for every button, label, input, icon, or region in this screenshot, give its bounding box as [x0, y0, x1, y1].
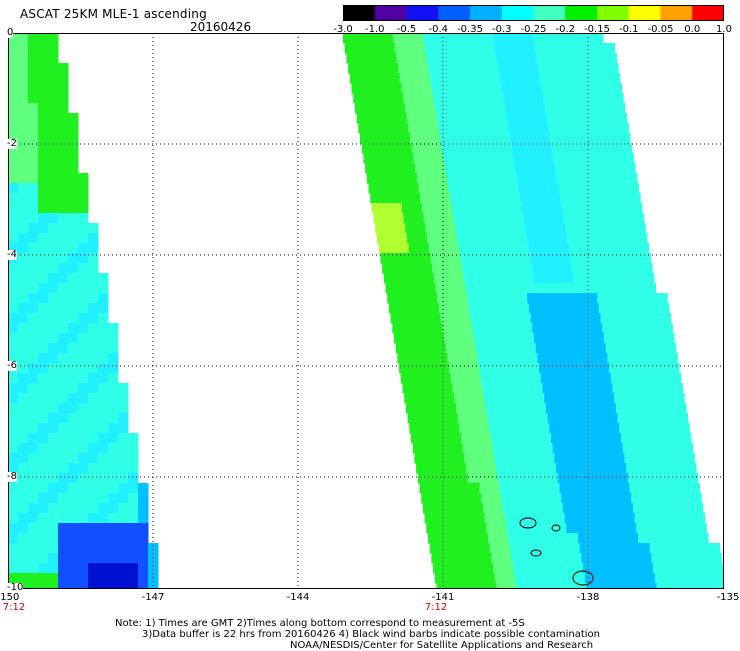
- latitude-tick-label: -2: [7, 138, 17, 149]
- colorbar-segment: [533, 5, 566, 21]
- swath1-time: 7:12: [2, 602, 26, 613]
- colorbar-tick-label: -1.0: [364, 24, 385, 35]
- colorbar-segment: [438, 5, 471, 21]
- map-frame: [8, 33, 724, 589]
- longitude-tick-label: -138: [576, 592, 600, 603]
- colorbar-tick-label: -0.35: [457, 24, 483, 35]
- longitude-tick-label: -147: [141, 592, 165, 603]
- note-line-2: 3)Data buffer is 22 hrs from 20160426 4)…: [142, 629, 600, 640]
- longitude-tick-label: -150: [0, 592, 20, 603]
- swath-map: [8, 33, 724, 589]
- longitude-tick-label: -141: [431, 592, 455, 603]
- latitude-tick-label: -10: [7, 582, 24, 593]
- colorbar-tick-label: -0.15: [584, 24, 610, 35]
- colorbar-tick-label: -0.4: [428, 24, 449, 35]
- colorbar-tick-label: -3.0: [333, 24, 353, 35]
- colorbar-tick-label: 1.0: [716, 24, 732, 35]
- longitude-tick-label: -144: [286, 592, 310, 603]
- colorbar-tick-label: -0.1: [618, 24, 639, 35]
- colorbar-segment: [565, 5, 598, 21]
- island-outlines: [519, 517, 594, 586]
- latitude-tick-label: 0: [7, 27, 14, 38]
- latitude-tick-label: -4: [7, 249, 17, 260]
- colorbar-tick-label: -0.05: [647, 24, 674, 35]
- colorbar-segment: [628, 5, 661, 21]
- swath2-time: 7:12: [424, 602, 448, 613]
- colorbar: [343, 5, 724, 21]
- colorbar-segment: [406, 5, 439, 21]
- colorbar-tick-label: 0.0: [684, 24, 701, 35]
- colorbar-segment: [501, 5, 534, 21]
- colorbar-segment: [343, 5, 376, 21]
- map-date: 20160426: [190, 20, 252, 34]
- latitude-tick-label: -8: [7, 471, 17, 482]
- latitude-tick-label: -6: [7, 360, 17, 371]
- colorbar-tick-label: -0.5: [396, 24, 417, 35]
- colorbar-segment: [374, 5, 407, 21]
- colorbar-segment: [597, 5, 630, 21]
- map-title: ASCAT 25KM MLE-1 ascending: [20, 7, 207, 21]
- note-line-3: NOAA/NESDIS/Center for Satellite Applica…: [290, 640, 594, 651]
- note-line-1: Note: 1) Times are GMT 2)Times along bot…: [115, 618, 525, 629]
- colorbar-tick-label: -0.3: [491, 24, 512, 35]
- swath: [343, 33, 724, 589]
- colorbar-border: [343, 5, 724, 21]
- colorbar-segment: [660, 5, 693, 21]
- colorbar-segment: [692, 5, 724, 21]
- colorbar-segment: [470, 5, 503, 21]
- swath: [8, 33, 159, 589]
- longitude-tick-label: -135: [716, 592, 740, 603]
- grid-lines: [8, 33, 724, 589]
- colorbar-tick-label: -0.25: [520, 24, 547, 35]
- colorbar-tick-label: -0.2: [555, 24, 576, 35]
